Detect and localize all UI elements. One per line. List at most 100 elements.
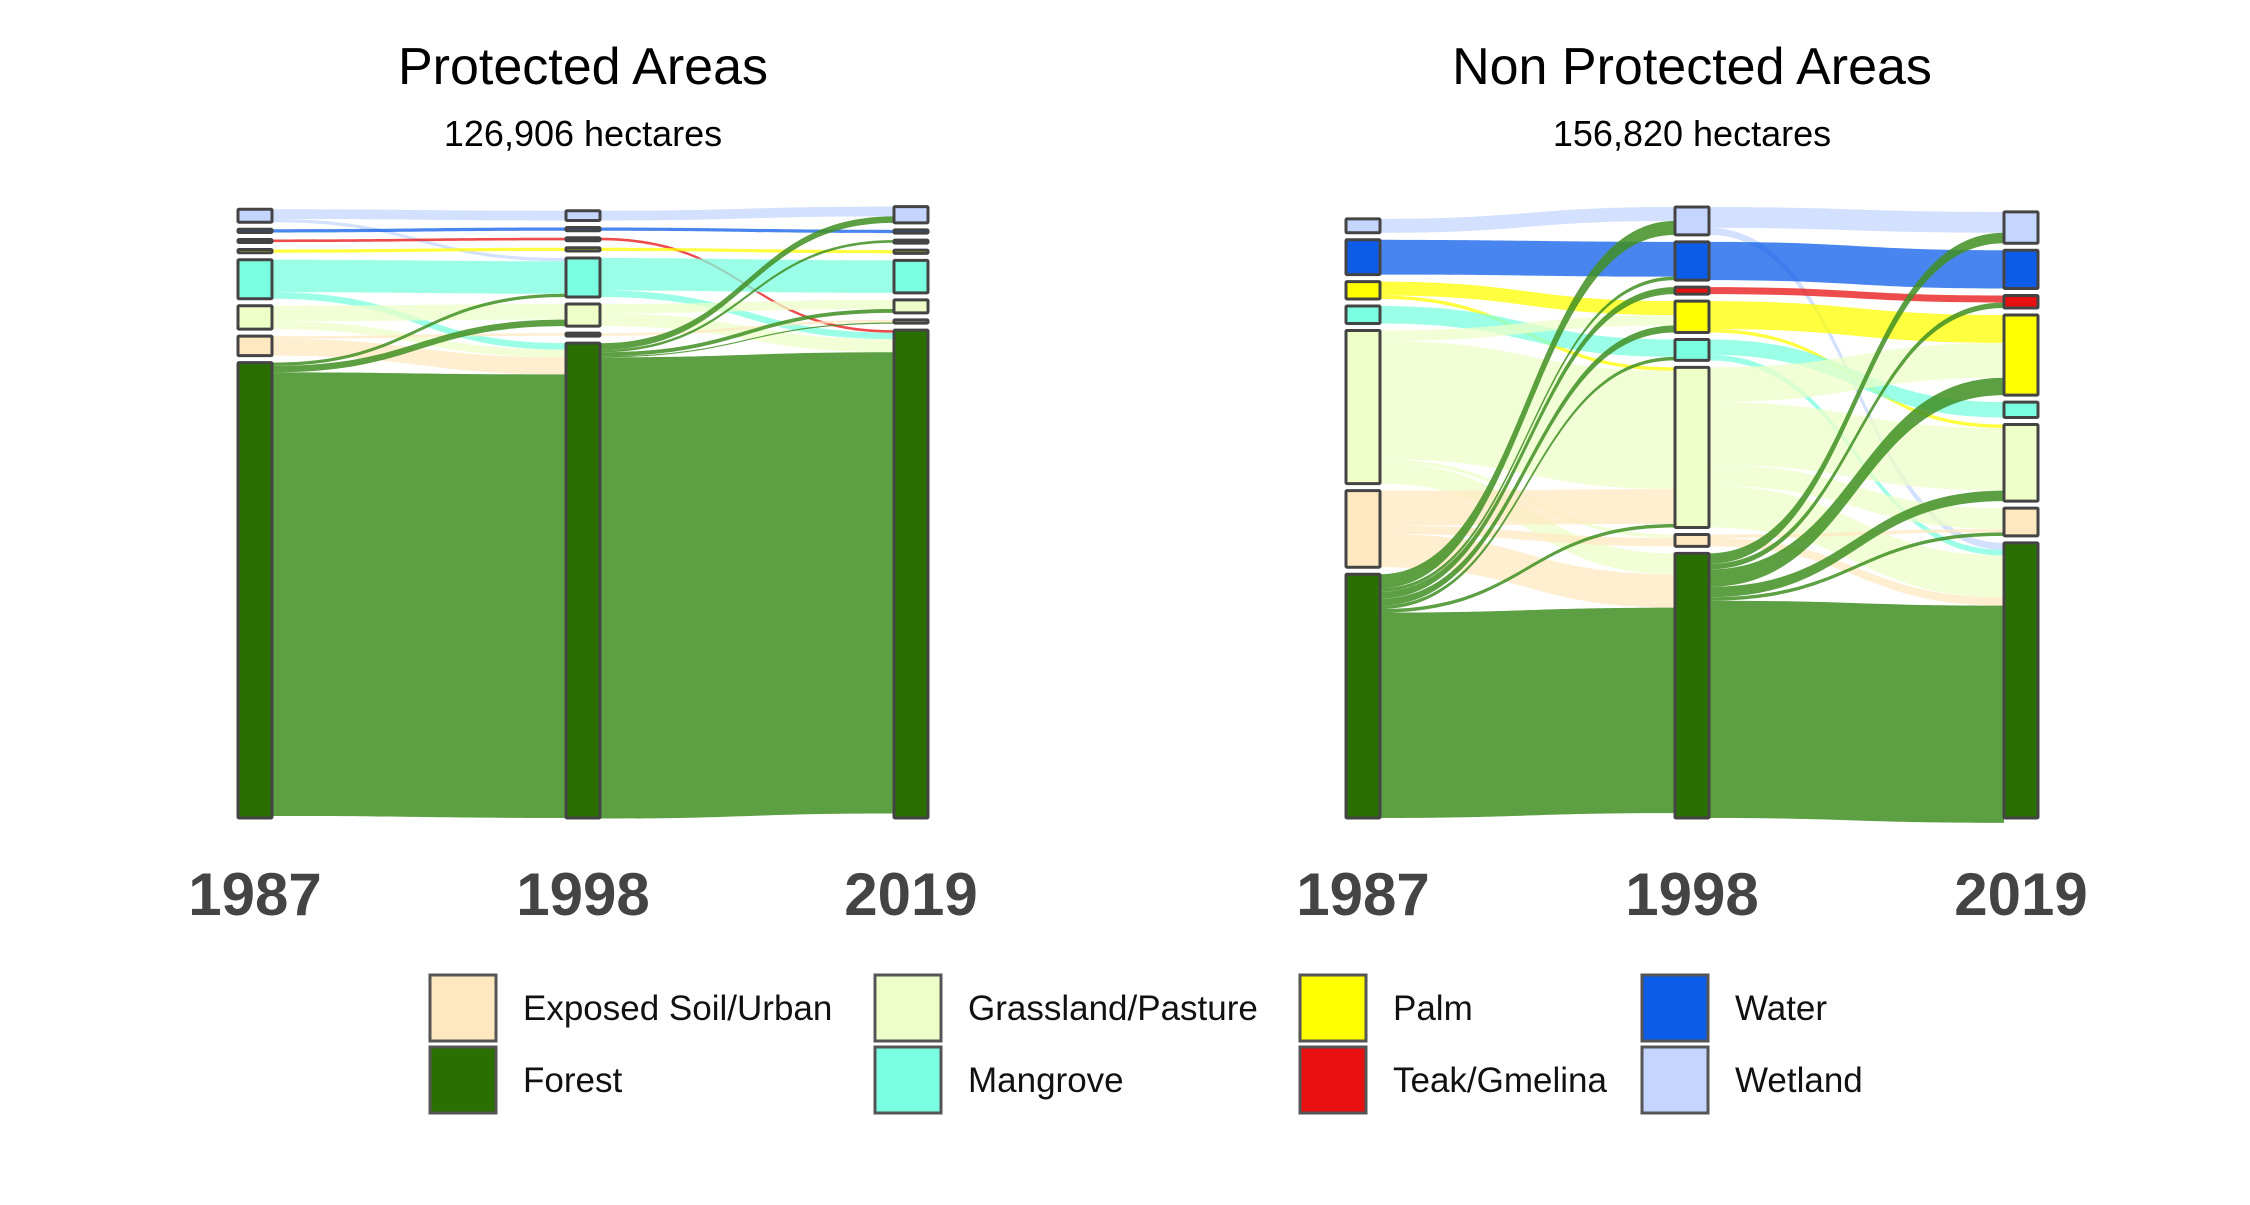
legend-swatch-exposed-soil-urban bbox=[428, 973, 498, 1043]
legend-swatch-forest bbox=[428, 1045, 498, 1115]
node-grassland-pasture-2019 bbox=[2002, 422, 2040, 503]
year-label: 1987 bbox=[188, 861, 321, 928]
node-exposed-soil-urban-1998 bbox=[1673, 533, 1711, 548]
flow-forest-to-mangrove bbox=[1380, 356, 1675, 610]
panel-subtitle: 126,906 hectares bbox=[444, 113, 722, 154]
flow-wetland-to-wetland bbox=[1380, 207, 1675, 233]
year-label: 2019 bbox=[1954, 861, 2087, 928]
node-grassland-pasture-2019 bbox=[892, 298, 930, 315]
node-palm-1987 bbox=[236, 247, 274, 255]
legend-label-exposed-soil-urban: Exposed Soil/Urban bbox=[523, 989, 832, 1028]
flow-mangrove-to-mangrove bbox=[600, 258, 894, 293]
flow-palm-to-palm bbox=[1709, 301, 2004, 343]
node-forest-1998 bbox=[564, 341, 602, 820]
panel-title: Non Protected Areas bbox=[1452, 38, 1932, 96]
flow-grassland-pasture-to-grassland-pasture bbox=[272, 304, 566, 322]
flow-wetland-to-wetland bbox=[600, 206, 894, 221]
node-forest-1998 bbox=[1673, 551, 1711, 820]
flow-wetland-to-wetland bbox=[1709, 207, 2004, 233]
flow-water-to-water bbox=[272, 227, 566, 233]
node-forest-2019 bbox=[892, 328, 930, 820]
node-wetland-2019 bbox=[2002, 210, 2040, 245]
node-grassland-pasture-1987 bbox=[1344, 328, 1382, 486]
node-water-2019 bbox=[2002, 248, 2040, 291]
flow-layer bbox=[272, 206, 894, 819]
node-layer bbox=[1344, 205, 2040, 820]
flow-layer bbox=[1380, 207, 2004, 823]
node-grassland-pasture-1998 bbox=[564, 302, 602, 328]
flow-grassland-pasture-to-grassland-pasture bbox=[600, 299, 894, 314]
legend-swatch-grassland-pasture bbox=[873, 973, 943, 1043]
flow-forest-to-teak-gmelina bbox=[1380, 287, 1675, 599]
flow-forest-to-teak-gmelina bbox=[1709, 302, 2004, 570]
legend-swatch-palm bbox=[1298, 973, 1368, 1043]
node-forest-1987 bbox=[1344, 572, 1382, 820]
flow-mangrove-to-forest bbox=[272, 292, 566, 350]
node-grassland-pasture-1987 bbox=[236, 304, 274, 331]
legend-label-water: Water bbox=[1735, 989, 1827, 1028]
node-exposed-soil-urban-2019 bbox=[2002, 506, 2040, 538]
flow-palm-to-palm bbox=[600, 247, 894, 254]
flow-forest-to-wetland bbox=[600, 216, 894, 350]
legend-label-forest: Forest bbox=[523, 1061, 622, 1100]
panel-protected-areas: Protected Areas 126,906 hectares 1987 19… bbox=[188, 38, 977, 928]
year-label: 1998 bbox=[1625, 861, 1758, 928]
panel-subtitle: 156,820 hectares bbox=[1553, 113, 1831, 154]
node-water-2019 bbox=[892, 228, 930, 235]
node-exposed-soil-urban-1987 bbox=[236, 334, 274, 358]
flow-grassland-pasture-to-grassland-pasture bbox=[1709, 402, 2004, 491]
flow-forest-to-teak-gmelina bbox=[600, 240, 894, 353]
flow-forest-to-grassland-pasture bbox=[272, 319, 566, 373]
flow-forest-to-exposed-soil-urban bbox=[600, 322, 894, 358]
year-label: 1987 bbox=[1296, 861, 1429, 928]
legend-swatch-mangrove bbox=[873, 1045, 943, 1115]
flow-forest-to-exposed-soil-urban bbox=[1709, 532, 2004, 601]
flow-forest-to-grassland-pasture bbox=[1709, 490, 2004, 598]
flow-grassland-pasture-to-palm bbox=[1709, 342, 2004, 403]
legend-label-grassland-pasture: Grassland/Pasture bbox=[968, 989, 1258, 1028]
panel-title: Protected Areas bbox=[398, 38, 768, 96]
flow-exposed-soil-urban-to-forest bbox=[1380, 533, 1675, 608]
node-water-1987 bbox=[236, 227, 274, 234]
flow-exposed-soil-urban-to-exposed-soil-urban bbox=[1380, 525, 1675, 547]
legend-label-wetland: Wetland bbox=[1735, 1061, 1863, 1100]
flow-forest-to-palm bbox=[1709, 377, 2004, 587]
flow-teak-gmelina-to-teak-gmelina bbox=[272, 237, 566, 243]
node-mangrove-1987 bbox=[236, 258, 274, 301]
panel-non-protected-areas: Non Protected Areas 156,820 hectares 198… bbox=[1296, 38, 2087, 928]
node-mangrove-1998 bbox=[564, 256, 602, 299]
flow-exposed-soil-urban-to-exposed-soil-urban bbox=[272, 333, 566, 339]
flow-forest-to-forest bbox=[600, 352, 894, 819]
node-wetland-1987 bbox=[1344, 217, 1382, 235]
node-exposed-soil-urban-1987 bbox=[1344, 489, 1382, 569]
flow-forest-to-wetland bbox=[1380, 220, 1675, 589]
node-layer bbox=[236, 205, 930, 820]
flow-grassland-pasture-to-grassland-pasture bbox=[1380, 340, 1675, 490]
node-exposed-soil-urban-2019 bbox=[892, 318, 930, 325]
node-teak-gmelina-2019 bbox=[892, 238, 930, 245]
node-water-1998 bbox=[564, 226, 602, 233]
flow-exposed-soil-urban-to-forest bbox=[272, 338, 566, 375]
flow-palm-to-palm bbox=[272, 247, 566, 253]
flow-mangrove-to-mangrove bbox=[272, 259, 566, 294]
node-mangrove-2019 bbox=[892, 258, 930, 295]
node-teak-gmelina-2019 bbox=[2002, 294, 2040, 310]
node-water-1998 bbox=[1673, 240, 1711, 282]
flow-teak-gmelina-to-teak-gmelina bbox=[1709, 287, 2004, 303]
flow-forest-to-palm bbox=[1380, 325, 1675, 606]
node-mangrove-2019 bbox=[2002, 400, 2040, 419]
flow-exposed-soil-urban-to-forest bbox=[1709, 538, 2004, 606]
node-palm-2019 bbox=[892, 248, 930, 255]
flow-forest-to-grassland-pasture bbox=[600, 308, 894, 357]
legend-swatch-wetland bbox=[1640, 1045, 1710, 1115]
node-forest-1987 bbox=[236, 361, 274, 820]
flow-forest-to-grassland-pasture bbox=[1380, 524, 1675, 613]
year-label: 1998 bbox=[516, 861, 649, 928]
node-palm-2019 bbox=[2002, 313, 2040, 397]
node-grassland-pasture-1998 bbox=[1673, 365, 1711, 530]
legend-label-palm: Palm bbox=[1393, 989, 1473, 1028]
flow-forest-to-wetland bbox=[1709, 232, 2004, 564]
legend-label-mangrove: Mangrove bbox=[968, 1061, 1124, 1100]
